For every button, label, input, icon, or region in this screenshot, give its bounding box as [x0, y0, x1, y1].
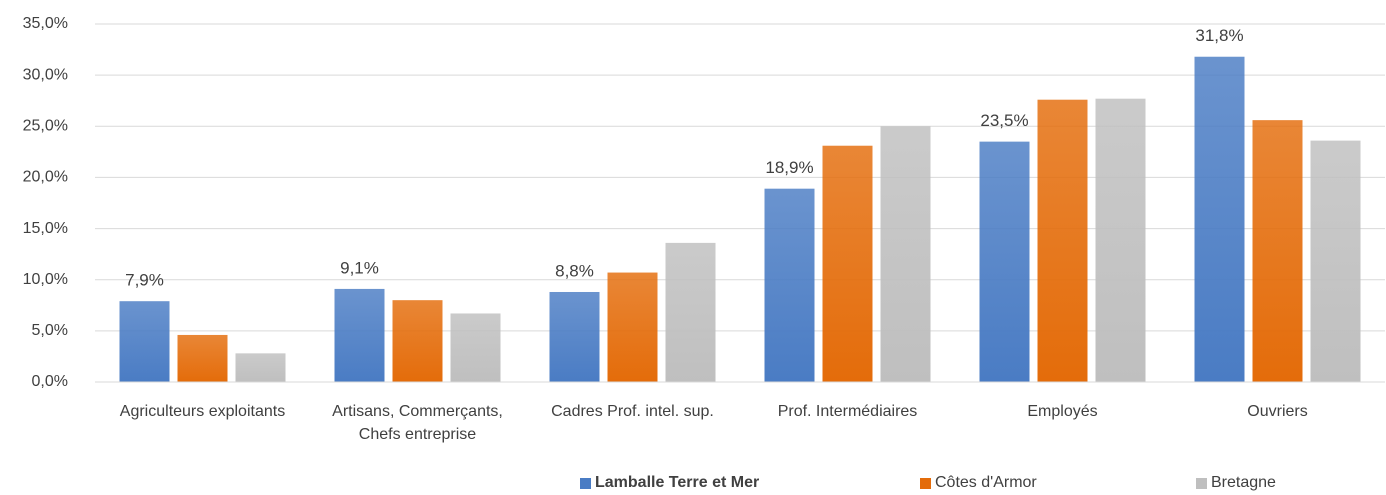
data-label: 23,5%	[980, 111, 1028, 130]
x-tick-label: Cadres Prof. intel. sup.	[551, 403, 714, 420]
y-tick-label: 30,0%	[23, 66, 68, 83]
legend-swatch	[580, 477, 591, 489]
legend-swatch	[920, 477, 931, 489]
bar	[1037, 99, 1088, 382]
bar	[1252, 120, 1303, 383]
x-tick-label: Prof. Intermédiaires	[777, 403, 918, 420]
bar	[979, 141, 1030, 382]
data-label: 31,8%	[1195, 26, 1243, 45]
bar	[607, 272, 658, 382]
legend-label: Lamballe Terre et Mer	[595, 474, 760, 491]
bar	[549, 291, 600, 382]
legend-item: Bretagne	[1196, 474, 1276, 492]
y-tick-label: 0,0%	[32, 373, 68, 390]
legend-label: Bretagne	[1211, 474, 1276, 491]
data-label: 18,9%	[765, 158, 813, 177]
y-tick-label: 5,0%	[32, 322, 68, 339]
y-tick-label: 25,0%	[23, 118, 68, 135]
data-label: 9,1%	[340, 258, 379, 277]
y-tick-label: 35,0%	[23, 15, 68, 32]
x-tick-label: Artisans, Commerçants, Chefs entreprise	[332, 403, 503, 443]
data-label: 7,9%	[125, 271, 164, 290]
legend-label: Côtes d'Armor	[935, 474, 1037, 491]
bar	[177, 334, 228, 382]
data-label: 8,8%	[555, 261, 594, 280]
x-tick-label: Employés	[1027, 403, 1098, 420]
bar	[665, 242, 716, 382]
x-tick-label: Ouvriers	[1247, 403, 1308, 420]
bar	[235, 353, 286, 382]
bar	[764, 188, 815, 382]
legend-item: Lamballe Terre et Mer	[580, 474, 759, 492]
bar	[822, 145, 873, 382]
y-tick-label: 15,0%	[23, 220, 68, 237]
bar	[880, 126, 931, 383]
bar	[334, 288, 385, 382]
legend-swatch	[1196, 477, 1207, 489]
bar	[1310, 140, 1361, 382]
legend-item: Côtes d'Armor	[920, 474, 1037, 492]
y-tick-label: 10,0%	[23, 271, 68, 288]
bar	[119, 301, 170, 382]
bar	[450, 313, 501, 382]
x-tick-label: Agriculteurs exploitants	[119, 403, 286, 420]
bar	[1095, 98, 1146, 382]
bar	[1194, 56, 1245, 382]
bar	[392, 300, 443, 382]
y-tick-label: 20,0%	[23, 169, 68, 186]
